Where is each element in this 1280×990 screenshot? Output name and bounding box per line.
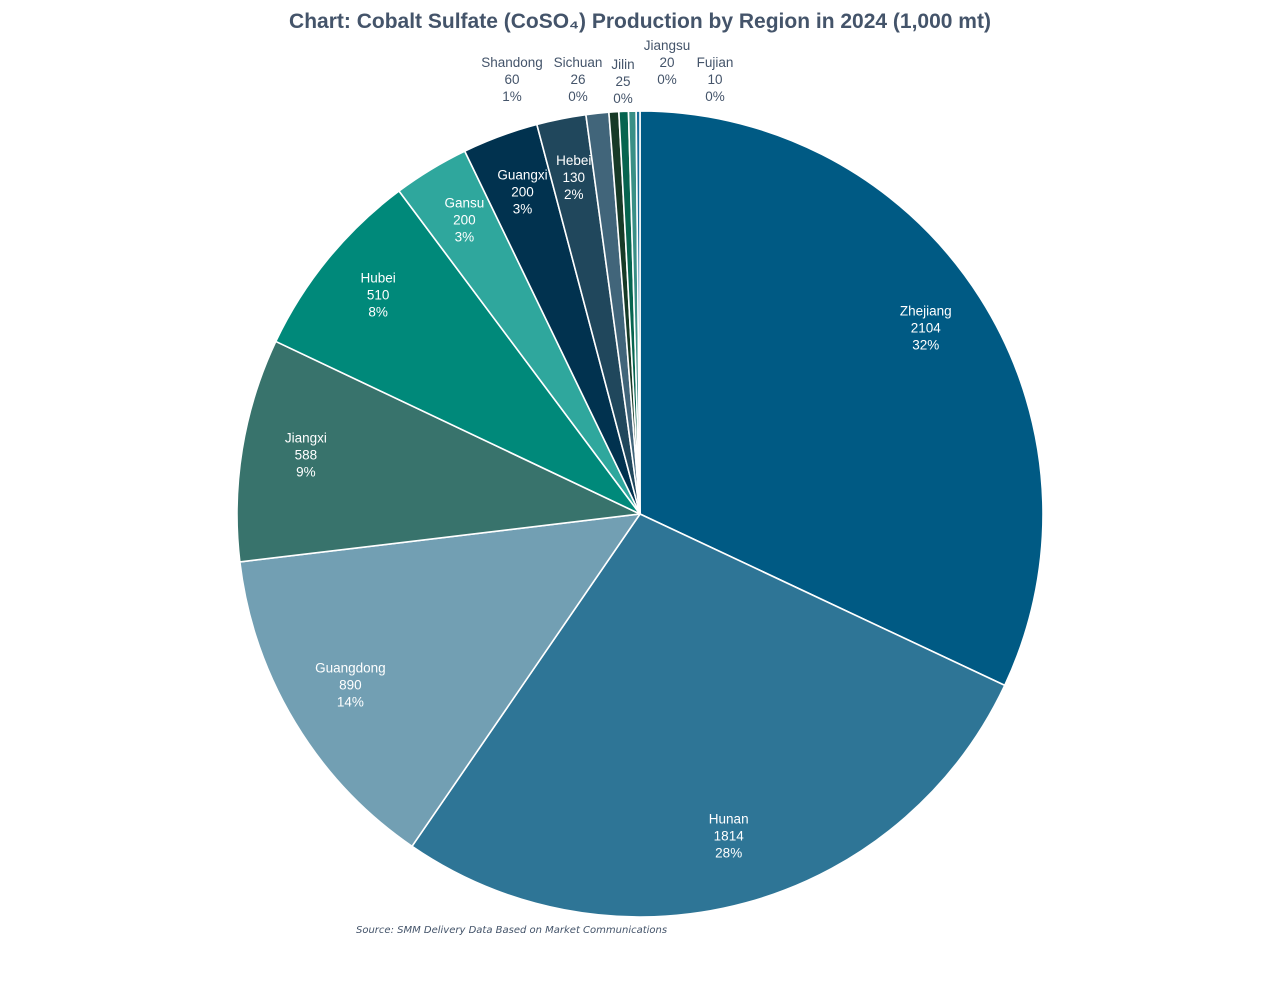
slice-name-guangdong: Guangdong	[315, 660, 386, 675]
slice-value-guangdong: 890	[339, 677, 362, 692]
slice-label-sichuan: Sichuan 26 0%	[554, 55, 603, 104]
slice-value-jiangxi: 588	[295, 448, 318, 463]
slice-value-zhejiang: 2104	[911, 321, 942, 336]
slice-pct-shandong: 1%	[502, 89, 522, 104]
pie-slice-hunan	[411, 513, 1006, 918]
slice-label-hunan: Hunan 1814 28%	[709, 812, 749, 861]
slice-pct-guangxi: 3%	[513, 202, 533, 217]
slice-pct-hubei: 8%	[368, 305, 388, 320]
slice-name-fujian: Fujian	[697, 55, 734, 70]
chart-title: Chart: Cobalt Sulfate (CoSO₄) Production…	[289, 10, 991, 33]
slice-name-jiangsu: Jiangsu	[644, 38, 691, 53]
slice-pct-jiangsu: 0%	[657, 72, 677, 87]
slice-name-jiangxi: Jiangxi	[285, 431, 327, 446]
slice-name-gansu: Gansu	[445, 196, 485, 211]
slice-name-sichuan: Sichuan	[554, 55, 603, 70]
pie-slices	[236, 110, 1044, 918]
slice-name-hunan: Hunan	[709, 812, 749, 827]
slice-value-guangxi: 200	[511, 185, 534, 200]
slice-value-jilin: 25	[615, 74, 630, 89]
slice-label-fujian: Fujian 10 0%	[697, 55, 734, 104]
slice-name-guangxi: Guangxi	[497, 168, 547, 183]
slice-name-shandong: Shandong	[481, 55, 543, 70]
slice-value-hubei: 510	[367, 288, 390, 303]
slice-label-gansu: Gansu 200 3%	[445, 196, 485, 245]
slice-value-sichuan: 26	[570, 72, 585, 87]
slice-name-jilin: Jilin	[611, 57, 634, 72]
pie-slice-guangdong	[239, 513, 641, 848]
slice-pct-sichuan: 0%	[568, 89, 588, 104]
slice-pct-hebei: 2%	[564, 187, 584, 202]
slice-name-hubei: Hubei	[360, 271, 395, 286]
slice-name-hebei: Hebei	[556, 153, 591, 168]
slice-pct-fujian: 0%	[705, 89, 725, 104]
slice-label-guangdong: Guangdong 890 14%	[315, 660, 386, 709]
pie-slice-hubei	[275, 190, 641, 515]
slice-label-zhejiang: Zhejiang 2104 32%	[900, 304, 952, 353]
slice-pct-jilin: 0%	[613, 91, 633, 106]
slice-label-hubei: Hubei 510 8%	[360, 271, 395, 320]
pie-slice-fujian	[635, 110, 641, 515]
slice-value-fujian: 10	[707, 72, 722, 87]
slice-label-jiangsu: Jiangsu 20 0%	[644, 38, 691, 87]
pie-labels: Zhejiang 2104 32% Hunan 1814 28% Guangdong 890 1…	[285, 38, 952, 861]
slice-pct-jiangxi: 9%	[296, 465, 316, 480]
slice-value-hebei: 130	[563, 170, 586, 185]
slice-pct-hunan: 28%	[715, 846, 742, 861]
slice-pct-guangdong: 14%	[337, 694, 364, 709]
slice-value-gansu: 200	[453, 213, 476, 228]
slice-pct-zhejiang: 32%	[912, 338, 939, 353]
slice-label-hebei: Hebei 130 2%	[556, 153, 591, 202]
slice-pct-gansu: 3%	[455, 230, 475, 245]
pie-slice-zhejiang	[639, 110, 1044, 687]
slice-label-guangxi: Guangxi 200 3%	[497, 168, 547, 217]
pie-slice-jiangxi	[236, 340, 641, 563]
slice-name-zhejiang: Zhejiang	[900, 304, 952, 319]
slice-label-shandong: Shandong 60 1%	[481, 55, 543, 104]
slice-value-jiangsu: 20	[659, 55, 674, 70]
slice-value-hunan: 1814	[714, 829, 745, 844]
slice-value-shandong: 60	[504, 72, 519, 87]
chart-source-note: Source: SMM Delivery Data Based on Marke…	[356, 925, 668, 936]
slice-label-jiangxi: Jiangxi 588 9%	[285, 431, 327, 480]
slice-label-jilin: Jilin 25 0%	[611, 57, 634, 106]
